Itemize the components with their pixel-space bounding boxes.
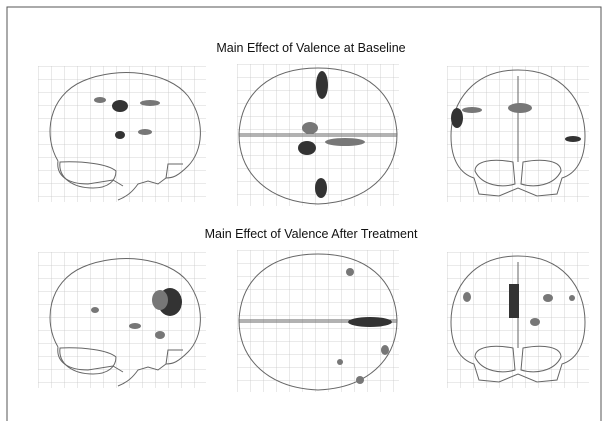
frame (6, 6, 602, 421)
panel-title: Main Effect of Valence After Treatment (205, 227, 418, 241)
brain-row (38, 64, 589, 206)
activation (94, 71, 581, 198)
activation (91, 268, 575, 384)
brain-row (38, 250, 589, 392)
panel-title: Main Effect of Valence at Baseline (216, 41, 405, 55)
